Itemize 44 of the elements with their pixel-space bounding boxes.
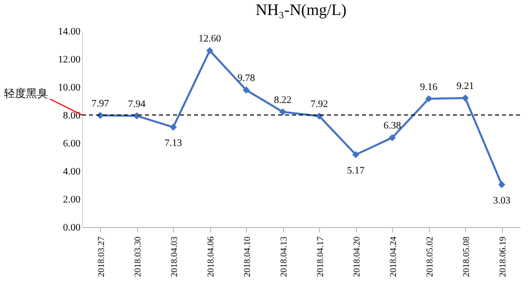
y-tick-label: 4.00 <box>63 166 80 178</box>
x-tick-label: 2018.04.06 <box>205 236 216 277</box>
point <box>352 151 360 158</box>
text: 7.13 <box>164 138 182 150</box>
text: 3.03 <box>493 196 510 207</box>
text: 7.94 <box>128 98 146 110</box>
y-tick-label: 8.00 <box>63 110 80 122</box>
x-tick-label: 2018.05.08 <box>460 236 471 277</box>
x-tick-label: 2018.04.13 <box>278 236 288 277</box>
ref-line-label: 轻度黑臭 <box>4 87 48 100</box>
y-tick-label: 12.00 <box>58 54 80 66</box>
x-tick-label: 2018.03.30 <box>132 236 142 277</box>
y-tick-label: 0.00 <box>63 222 80 234</box>
text: 7.92 <box>310 99 328 110</box>
x-tick-label: 2018.04.10 <box>242 236 252 277</box>
x-tick-label: 2018.04.20 <box>351 236 362 277</box>
point <box>206 47 214 54</box>
y-tick-label: 2.00 <box>63 194 80 206</box>
x-tick-label: 2018.03.27 <box>96 236 106 277</box>
point <box>388 134 396 142</box>
text: 7.97 <box>92 98 109 110</box>
x-tick-label: 2018.05.02 <box>424 236 434 277</box>
text: 6.38 <box>384 120 401 132</box>
text: 12.60 <box>198 34 221 45</box>
point <box>425 95 432 102</box>
x-tick-label: 2018.04.17 <box>314 236 325 277</box>
point <box>242 86 250 94</box>
point <box>279 108 286 116</box>
point <box>498 181 506 188</box>
text: 8.22 <box>274 94 292 106</box>
x-tick-label: 2018.04.03 <box>168 236 179 277</box>
y-tick-label: 10.00 <box>58 82 80 94</box>
text: 5.17 <box>347 166 364 177</box>
text: 9.16 <box>420 82 438 93</box>
point <box>170 124 177 131</box>
y-tick-label: 6.00 <box>63 138 80 150</box>
x-tick-label: 2018.04.24 <box>388 236 398 277</box>
chart-title: NH₃-N(mg/L) <box>256 2 346 19</box>
text: 9.78 <box>238 73 255 84</box>
point <box>316 112 323 120</box>
text: 9.21 <box>456 81 474 92</box>
x-tick-label: 2018.06.19 <box>497 236 508 277</box>
y-tick-label: 14.00 <box>58 26 80 38</box>
point <box>462 94 469 102</box>
